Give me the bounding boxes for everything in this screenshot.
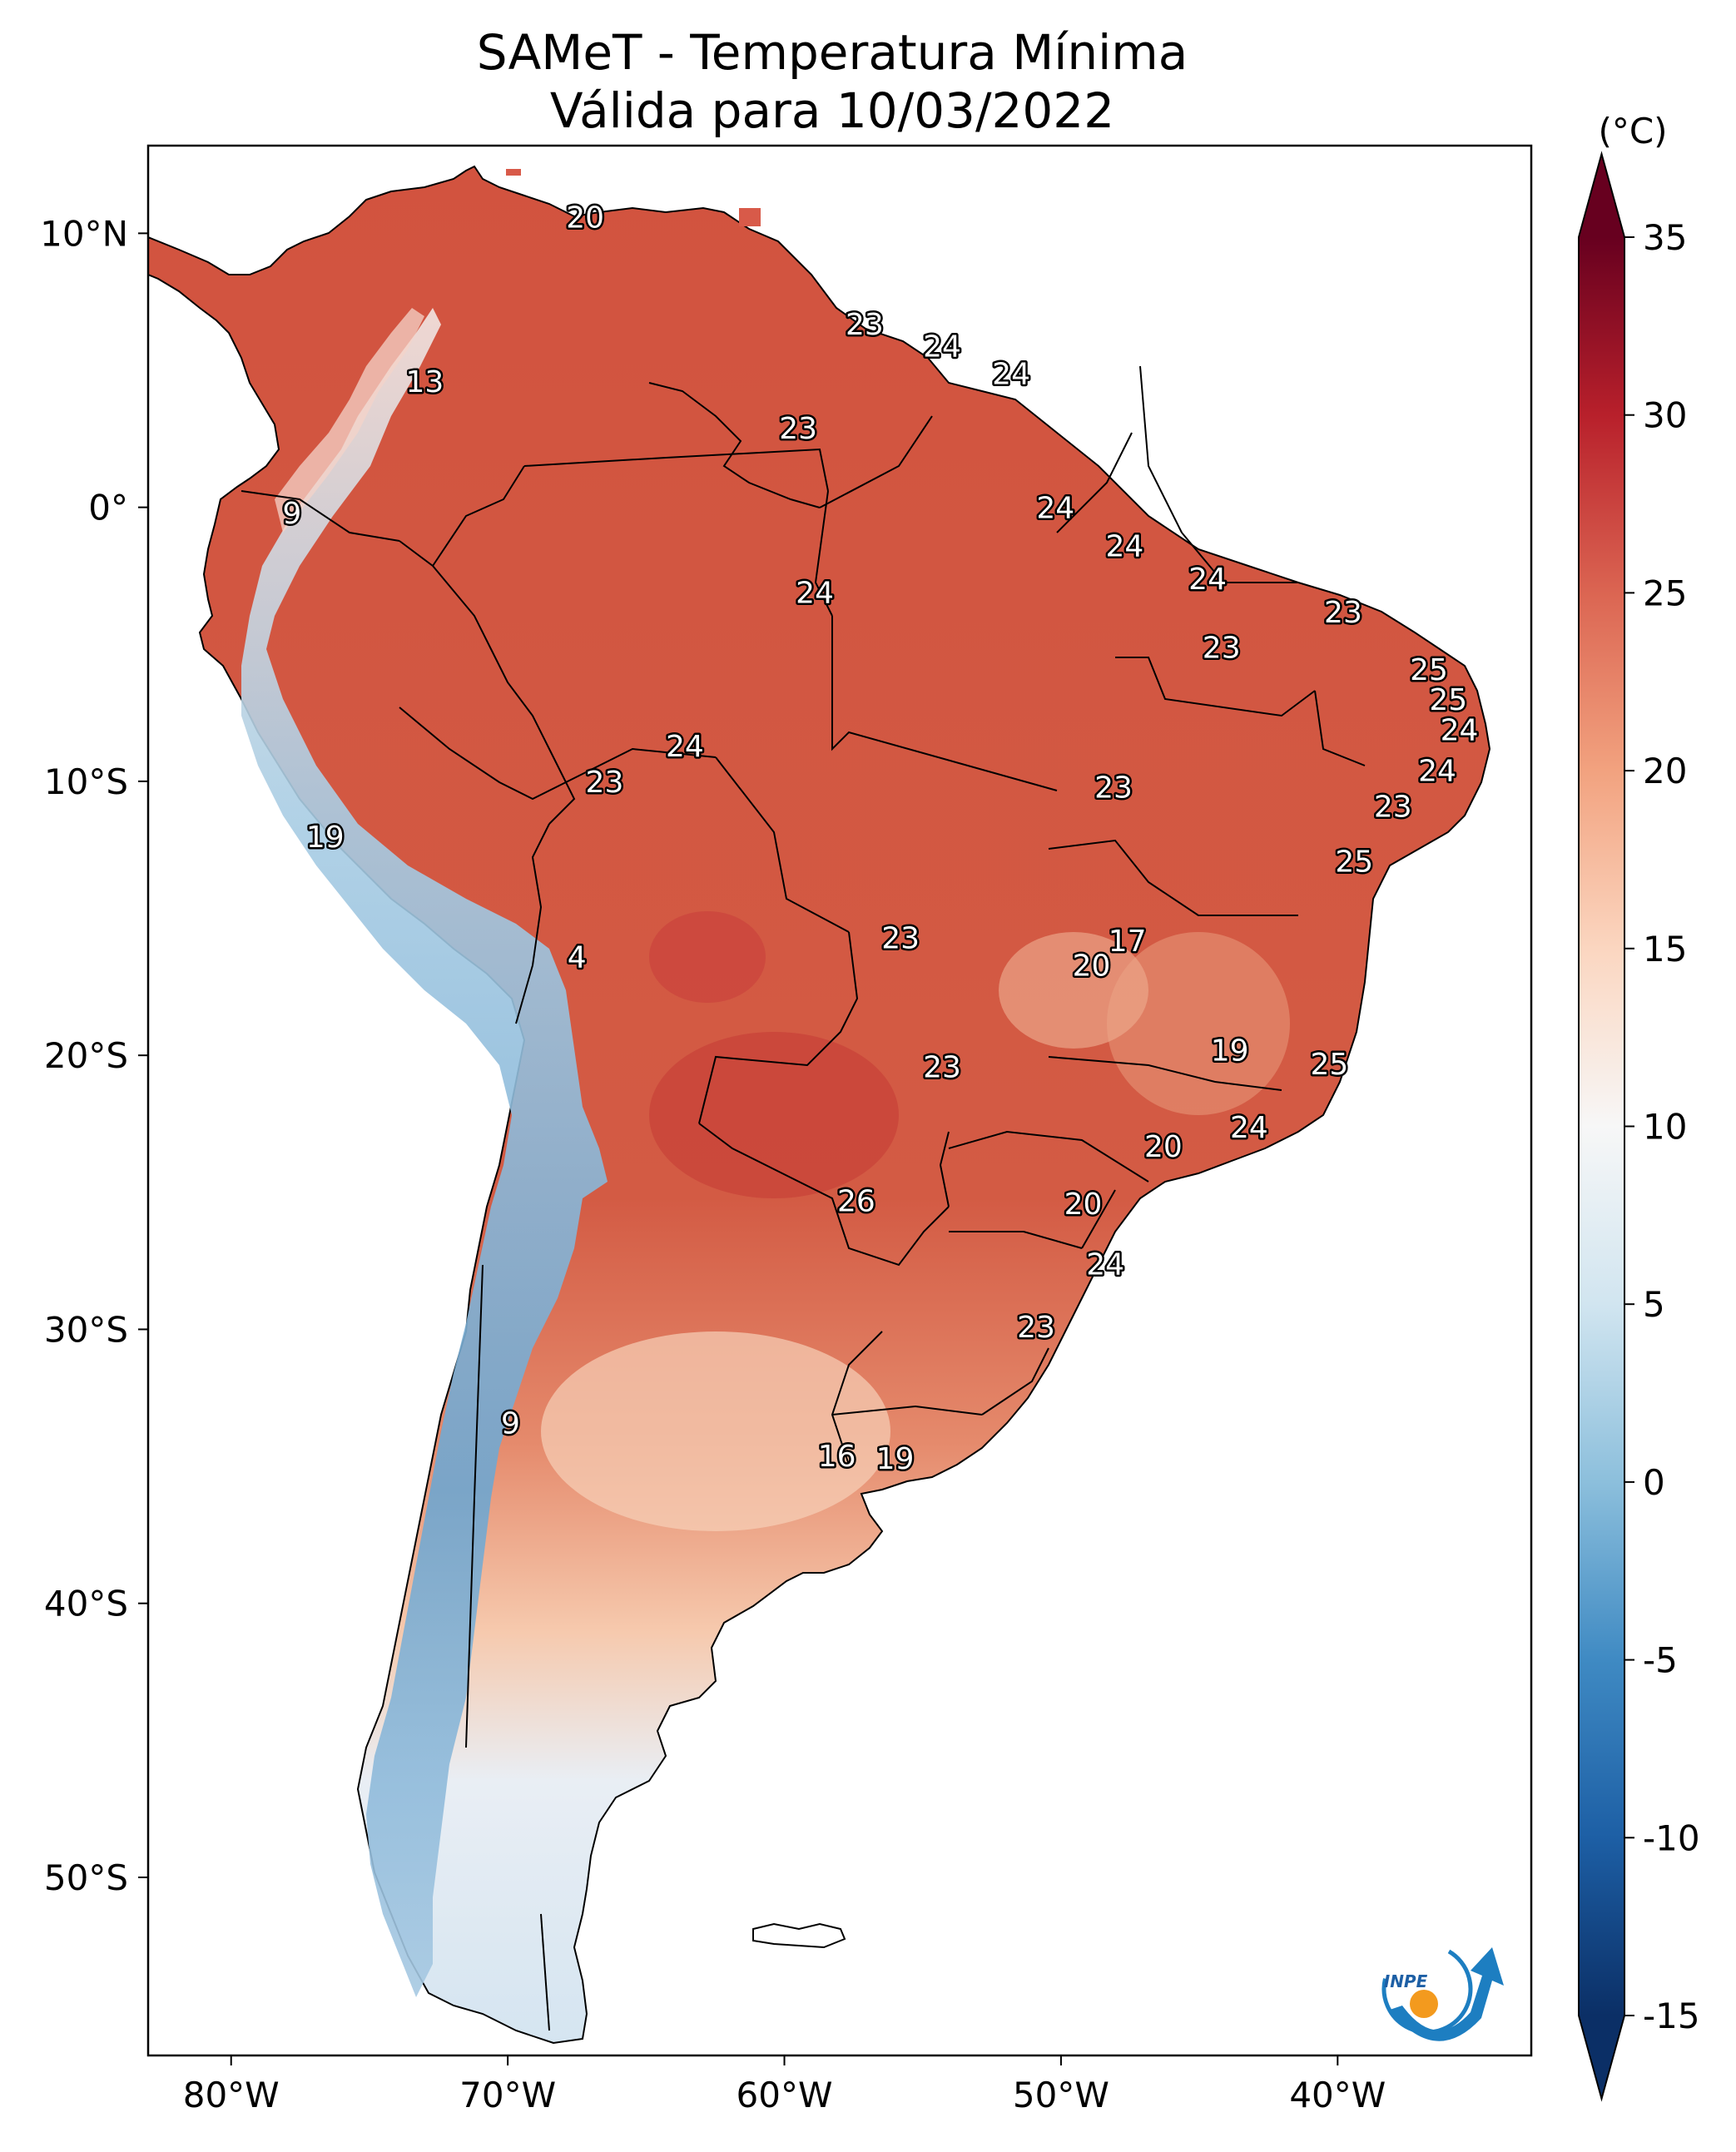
station-temperature-label: 23 <box>881 922 920 956</box>
station-temperature-label: 23 <box>1324 596 1362 630</box>
lon-tick-label: 40°W <box>1289 2075 1386 2115</box>
lat-tick-label: 40°S <box>44 1584 128 1624</box>
lat-tick-label: 20°S <box>44 1035 128 1076</box>
station-temperature-label: 16 <box>818 1440 856 1474</box>
lon-tick-label: 60°W <box>737 2075 833 2115</box>
colorbar-tick-label: 30 <box>1643 395 1687 436</box>
station-temperature-label: 24 <box>1418 755 1456 789</box>
colorbar: (°C) -15 -10 -5 0 5 10 15 20 25 30 35 <box>1578 111 1700 2102</box>
station-temperature-label: 26 <box>837 1185 875 1219</box>
station-temperature-label: 20 <box>1144 1130 1183 1164</box>
title-line-2: Válida para 10/03/2022 <box>549 82 1115 139</box>
station-temperature-label: 24 <box>992 357 1030 391</box>
chaco-warm-zone <box>649 1032 899 1198</box>
station-temperature-label: 24 <box>1188 563 1227 597</box>
andes-cold-band <box>241 308 608 1997</box>
station-temperature-label: 24 <box>923 330 961 364</box>
station-temperature-label: 25 <box>1310 1048 1348 1082</box>
station-temperature-label: 23 <box>1374 791 1412 825</box>
lat-tick-label: 10°S <box>44 761 128 802</box>
longitude-axis: 80°W 70°W 60°W 50°W 40°W <box>183 2055 1386 2115</box>
colorbar-tick-label: 20 <box>1643 751 1687 791</box>
map-frame <box>146 144 1533 2057</box>
lon-tick-label: 80°W <box>183 2075 280 2115</box>
station-temperature-label: 17 <box>1109 925 1147 959</box>
colorbar-tick-label: -10 <box>1643 1817 1700 1858</box>
station-temperature-label: 23 <box>586 766 624 800</box>
colorbar-tick-label: 0 <box>1643 1462 1665 1503</box>
station-temperature-label: 20 <box>1073 950 1111 984</box>
map-title: SAMeT - Temperatura Mínima Válida para 1… <box>0 23 1664 140</box>
cerrado-cooler-zone <box>999 932 1148 1049</box>
title-line-1: SAMeT - Temperatura Mínima <box>476 24 1188 81</box>
logo-swoosh-arrow <box>1390 1947 1504 2041</box>
station-temperature-label: 13 <box>405 365 444 399</box>
station-temperature-label: 24 <box>1086 1247 1124 1282</box>
lat-tick-label: 10°N <box>40 213 128 254</box>
station-temperature-label: 24 <box>796 577 834 611</box>
station-temperature-label: 23 <box>779 412 817 446</box>
lat-tick-label: 0° <box>88 488 128 528</box>
station-temperature-label: 24 <box>1036 492 1074 526</box>
colorbar-gradient <box>1579 154 1624 2099</box>
minas-cooler-zone <box>1107 932 1290 1115</box>
colorbar-tick-label: 35 <box>1643 217 1687 258</box>
station-temperature-label: 23 <box>1203 632 1241 666</box>
station-temperature-label: 20 <box>566 201 604 236</box>
northern-andes-ridge <box>275 308 424 533</box>
logo-text: INPE <box>1384 1971 1428 1991</box>
pampas-mild-zone <box>541 1331 890 1531</box>
station-temperature-label: 23 <box>846 308 884 342</box>
station-temperature-label: 19 <box>876 1442 915 1476</box>
lon-tick-label: 70°W <box>459 2075 556 2115</box>
station-temperature-label: 24 <box>1441 713 1479 747</box>
station-temperature-label: 23 <box>923 1050 961 1084</box>
colorbar-unit: (°C) <box>1598 111 1667 151</box>
bolivia-warm-zone <box>649 911 766 1003</box>
colorbar-tick-label: 15 <box>1643 929 1687 969</box>
colorbar-tick-label: 25 <box>1643 573 1687 613</box>
trinidad-island <box>739 208 761 226</box>
station-temperature-label: 9 <box>501 1406 520 1440</box>
station-temperature-label: 24 <box>1105 530 1143 564</box>
station-temperature-label: 4 <box>568 941 587 975</box>
lat-tick-label: 30°S <box>44 1309 128 1350</box>
logo-orange-dot <box>1410 1990 1438 2018</box>
station-temperature-label: 25 <box>1429 683 1467 717</box>
lat-tick-label: 50°S <box>44 1857 128 1898</box>
station-temperature-label: 23 <box>1017 1311 1055 1345</box>
station-temperature-label: 19 <box>306 821 345 855</box>
station-labels: 2023242413232492424242323252524242423232… <box>280 199 1481 1479</box>
aruba-curacao-islands <box>506 169 521 176</box>
colorbar-tick-label: -15 <box>1643 1996 1700 2036</box>
falkland-islands <box>752 1922 846 1949</box>
station-temperature-label: 20 <box>1064 1188 1103 1222</box>
station-temperature-label: 23 <box>1094 771 1133 805</box>
country-borders <box>241 365 1366 2031</box>
station-temperature-label: 19 <box>1211 1034 1249 1069</box>
station-temperature-label: 24 <box>666 730 704 764</box>
inpe-logo: INPE <box>1381 1943 1504 2041</box>
colorbar-ticks: -15 -10 -5 0 5 10 15 20 25 30 35 <box>1624 217 1700 2036</box>
station-temperature-label: 25 <box>1335 845 1373 879</box>
colorbar-tick-label: 5 <box>1643 1284 1665 1325</box>
station-temperature-label: 9 <box>282 497 301 531</box>
station-temperature-label: 25 <box>1410 653 1448 687</box>
station-temperature-label: 24 <box>1230 1111 1268 1145</box>
south-america-landmass <box>148 165 1491 2045</box>
lon-tick-label: 50°W <box>1013 2075 1109 2115</box>
latitude-axis: 10°N 0° 10°S 20°S 30°S 40°S 50°S <box>40 213 148 1898</box>
colorbar-tick-label: 10 <box>1643 1107 1687 1148</box>
colorbar-tick-label: -5 <box>1643 1640 1678 1681</box>
